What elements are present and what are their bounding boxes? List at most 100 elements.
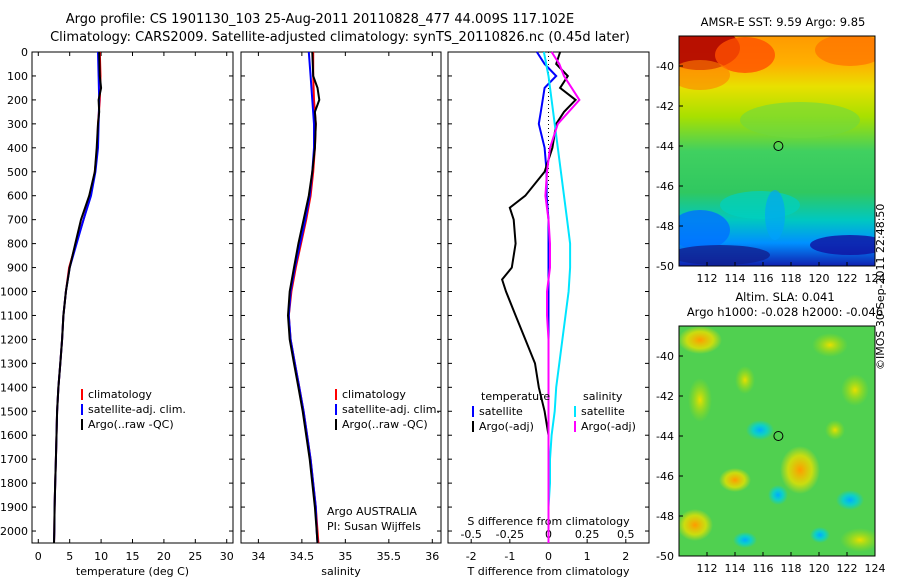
legend-label: satellite-adj. clim. (342, 403, 440, 416)
map-y-tick-label: -42 (656, 100, 674, 113)
argo-position-marker (773, 431, 784, 441)
sla-map-title-line1: Altim. SLA: 0.041 (735, 290, 835, 304)
map-x-tick-label: 118 (781, 562, 802, 575)
map-y-tick-label: -42 (656, 390, 674, 403)
x-tick-label: 36 (425, 550, 439, 563)
y-tick-label: 1900 (0, 501, 28, 514)
x-axis-label: temperature (deg C) (76, 565, 189, 578)
x-tick-label-S: 0.25 (575, 528, 600, 541)
x-tick-label: 0 (35, 550, 42, 563)
y-tick-label: 800 (7, 238, 28, 251)
x-tick-label-S: 0.5 (617, 528, 635, 541)
map-frame-sst_map (678, 35, 876, 267)
sla-map-title-line2: Argo h1000: -0.028 h2000: -0.046 (686, 305, 884, 319)
x-axis-label: T difference from climatology (467, 565, 630, 578)
panel-frame-temperature (31, 51, 234, 544)
y-tick-label: 1600 (0, 429, 28, 442)
x-tick-label: 35 (338, 550, 352, 563)
argo-position-marker (773, 141, 784, 151)
y-tick-label: 1300 (0, 357, 28, 370)
sla-heatmap (679, 326, 875, 556)
sst-heatmap (679, 36, 875, 266)
map-y-tick-label: -44 (656, 140, 674, 153)
map-y-tick-label: -50 (656, 260, 674, 273)
sst-map-title: AMSR-E SST: 9.59 Argo: 9.85 (700, 15, 866, 29)
y-tick-label: 2000 (0, 525, 28, 538)
series-line-difference-3 (544, 51, 581, 543)
series-line-difference-2 (542, 51, 572, 543)
x-tick-label-T: -1 (504, 550, 515, 563)
map-x-tick-label: 124 (865, 272, 886, 285)
x-tick-label: 5 (66, 550, 73, 563)
y-tick-label: 1800 (0, 477, 28, 490)
y-tick-label: 1000 (0, 286, 28, 299)
x-tick-label: 20 (157, 550, 171, 563)
map-y-tick-label: -46 (656, 470, 674, 483)
y-tick-label: 1700 (0, 453, 28, 466)
x-tick-label: 34 (251, 550, 265, 563)
y-tick-label: 600 (7, 190, 28, 203)
map-y-tick-label: -44 (656, 430, 674, 443)
x-tick-label-T: 0 (545, 550, 552, 563)
x-axis-label: salinity (321, 565, 361, 578)
y-tick-label: 500 (7, 166, 28, 179)
y-tick-label: 700 (7, 214, 28, 227)
y-tick-label: 1100 (0, 309, 28, 322)
map-y-tick-label: -40 (656, 60, 674, 73)
legend-label: climatology (88, 388, 152, 401)
y-tick-label: 100 (7, 70, 28, 83)
map-x-tick-label: 112 (697, 562, 718, 575)
map-x-tick-label: 120 (809, 272, 830, 285)
x-tick-label: 25 (188, 550, 202, 563)
series-line-temperature-0 (53, 51, 102, 544)
map-x-tick-label: 114 (725, 562, 746, 575)
series-line-salinity-2 (286, 51, 321, 544)
panel-annotation: Argo AUSTRALIA (327, 505, 417, 518)
legend-label: Argo(..raw -QC) (88, 418, 174, 431)
x-tick-label: 15 (126, 550, 140, 563)
map-x-tick-label: 116 (753, 562, 774, 575)
legend-label: Argo(-adj) (581, 420, 636, 433)
map-frame-sla_map (678, 325, 876, 557)
panel-annotation: PI: Susan Wijffels (327, 520, 421, 533)
map-x-tick-label: 112 (697, 272, 718, 285)
x-tick-label-T: -2 (466, 550, 477, 563)
legend-header-temperature: temperature (481, 390, 550, 403)
series-line-temperature-1 (53, 51, 101, 544)
x-tick-label: 30 (220, 550, 234, 563)
map-y-tick-label: -48 (656, 220, 674, 233)
map-y-tick-label: -50 (656, 550, 674, 563)
panel-frame-salinity (240, 51, 442, 544)
y-tick-label: 1500 (0, 405, 28, 418)
legend-label: satellite (479, 405, 523, 418)
map-y-tick-label: -46 (656, 180, 674, 193)
series-line-salinity-1 (287, 51, 319, 544)
map-x-tick-label: 118 (781, 272, 802, 285)
plot-title-line2: Climatology: CARS2009. Satellite-adjuste… (50, 30, 630, 45)
legend-label: Argo(..raw -QC) (342, 418, 428, 431)
legend-header-salinity: salinity (583, 390, 623, 403)
x-tick-label: 10 (94, 550, 108, 563)
x-tick-label-T: 1 (584, 550, 591, 563)
map-x-tick-label: 116 (753, 272, 774, 285)
map-x-tick-label: 122 (837, 272, 858, 285)
map-x-tick-label: 120 (809, 562, 830, 575)
series-line-temperature-2 (53, 51, 103, 544)
map-x-tick-label: 114 (725, 272, 746, 285)
x-tick-label-S: -0.5 (460, 528, 481, 541)
x-tick-label-S: -0.25 (496, 528, 524, 541)
map-x-tick-label: 124 (865, 562, 886, 575)
y-tick-label: 0 (21, 46, 28, 59)
map-y-tick-label: -48 (656, 510, 674, 523)
legend-label: satellite (581, 405, 625, 418)
map-y-tick-label: -40 (656, 350, 674, 363)
y-tick-label: 300 (7, 118, 28, 131)
legend-label: Argo(-adj) (479, 420, 534, 433)
legend-label: climatology (342, 388, 406, 401)
y-tick-label: 400 (7, 142, 28, 155)
plot-title-line1: Argo profile: CS 1901130_103 25-Aug-2011… (65, 12, 575, 27)
y-tick-label: 900 (7, 262, 28, 275)
y-tick-label: 200 (7, 94, 28, 107)
y-tick-label: 1200 (0, 333, 28, 346)
